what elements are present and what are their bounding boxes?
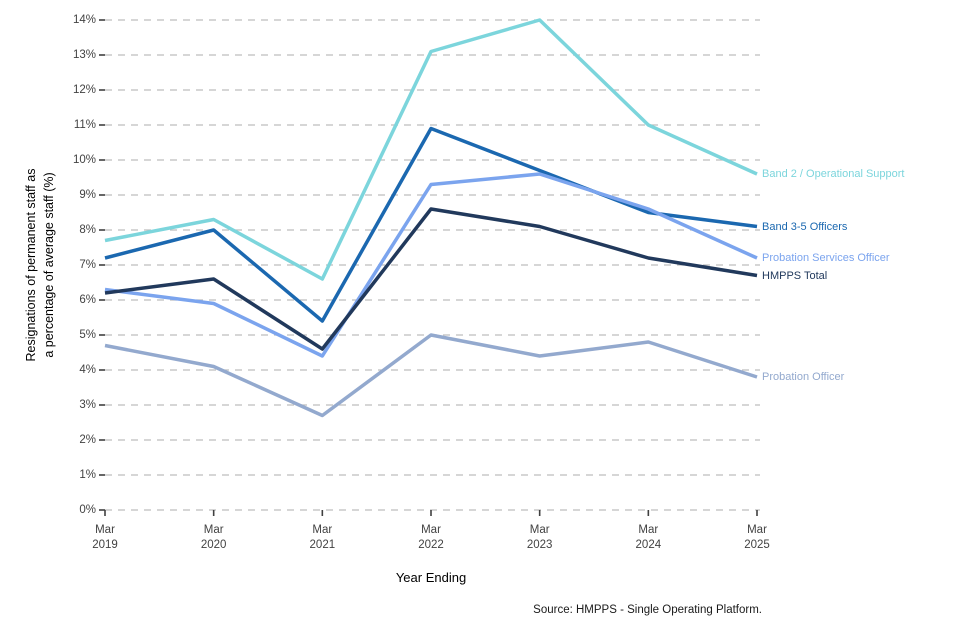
y-tick-label: 7%: [79, 259, 96, 271]
series-line-3: [104, 207, 758, 351]
y-tick-label: 6%: [79, 294, 96, 306]
y-tick-label: 1%: [79, 469, 96, 481]
x-tick-label: Mar 2024: [635, 524, 662, 551]
y-tick-label: 3%: [79, 399, 96, 411]
x-tick-label: Mar 2020: [200, 524, 227, 551]
series-label: Probation Services Officer: [762, 252, 890, 264]
y-tick-label: 5%: [79, 329, 96, 341]
y-tick-label: 2%: [79, 434, 96, 446]
series-label: Band 3-5 Officers: [762, 220, 848, 233]
series-label: Band 2 / Operational Support: [762, 168, 905, 180]
x-tick-label: Mar 2023: [526, 524, 553, 551]
x-tick-label: Mar 2019: [92, 524, 118, 551]
y-tick-label: 4%: [79, 364, 96, 376]
series-label: HMPPS Total: [762, 269, 828, 282]
y-tick-label: 13%: [72, 49, 96, 61]
y-tick-label: 11%: [73, 119, 96, 131]
series-label: Probation Officer: [762, 371, 845, 383]
x-tick-label: Mar 2025: [744, 524, 770, 551]
y-tick-label: 8%: [79, 224, 96, 236]
y-tick-label: 9%: [79, 189, 96, 201]
source-note: Source: HMPPS - Single Operating Platfor…: [533, 604, 762, 616]
x-axis-title: Year Ending: [395, 570, 467, 585]
y-tick-label: 12%: [72, 84, 96, 96]
series-line-0: [104, 18, 758, 281]
series-line-2: [104, 172, 758, 358]
y-tick-label: 10%: [72, 154, 96, 166]
series-line-4: [104, 333, 758, 418]
y-tick-label: 0%: [79, 504, 96, 516]
series-line-1: [104, 126, 758, 323]
y-tick-label: 14%: [72, 14, 96, 26]
x-tick-label: Mar 2022: [418, 524, 444, 551]
x-tick-label: Mar 2021: [309, 524, 336, 551]
